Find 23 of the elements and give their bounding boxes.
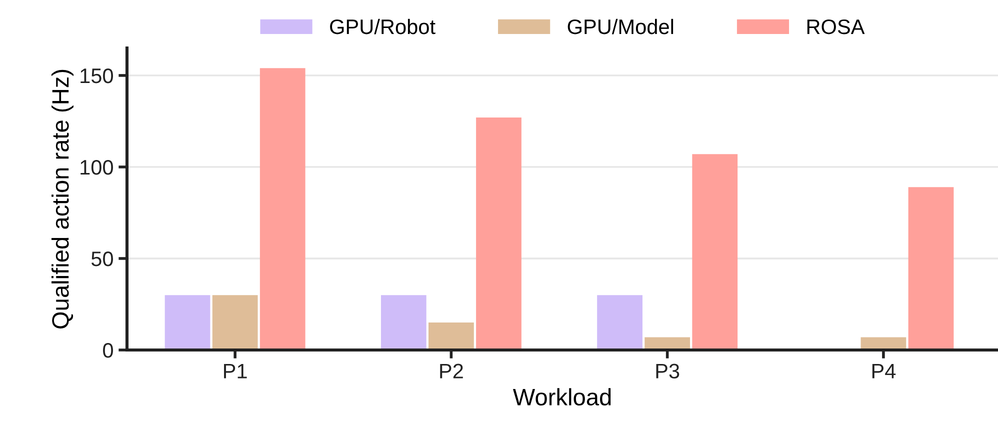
x-tick-label: P3 <box>656 364 680 378</box>
x-tick-label: P2 <box>440 364 463 378</box>
legend-label: GPU/Model <box>568 18 674 34</box>
bar <box>908 187 954 350</box>
bar <box>212 295 258 350</box>
y-tick-label: 100 <box>80 160 113 175</box>
bar <box>692 154 738 350</box>
bar <box>260 68 306 350</box>
y-tick-label: 150 <box>80 68 113 84</box>
bar <box>428 322 474 350</box>
bar <box>164 295 210 350</box>
x-axis-title: Workload <box>512 388 611 406</box>
bar <box>380 295 426 350</box>
bar <box>476 118 522 350</box>
legend-label: GPU/Robot <box>330 18 436 34</box>
y-tick-label: 50 <box>91 251 113 266</box>
bar <box>644 337 690 350</box>
x-tick-label: P1 <box>224 364 247 378</box>
y-axis-title: Qualified action rate (Hz) <box>51 70 74 328</box>
bar <box>597 295 642 350</box>
legend-label: ROSA <box>807 19 865 34</box>
x-tick-label: P4 <box>872 364 896 378</box>
y-tick-label: 0 <box>103 343 113 358</box>
